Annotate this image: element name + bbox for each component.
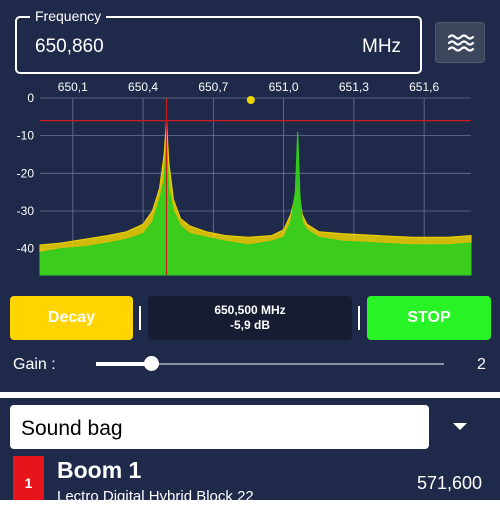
y-tick-label: -30 — [17, 204, 35, 218]
divider — [139, 306, 141, 330]
spectrum-chart[interactable]: 650,1 650,4 650,7 651,0 651,3 651,6 0 -10 -20 -3… — [0, 78, 500, 283]
readout-frequency: 650,500 MHz — [214, 303, 286, 317]
x-tick-label: 651,3 — [339, 80, 369, 94]
divider — [358, 306, 360, 330]
sound-bag-selected: Sound bag — [21, 417, 123, 440]
gain-value: 2 — [477, 356, 486, 373]
x-tick-label: 650,1 — [58, 80, 88, 94]
gain-slider-thumb[interactable] — [144, 356, 160, 371]
stop-button[interactable]: STOP — [367, 296, 491, 340]
gain-label: Gain : — [13, 356, 56, 373]
decay-button[interactable]: Decay — [10, 296, 133, 340]
waves-icon — [447, 34, 475, 52]
y-tick-label: 0 — [27, 91, 34, 105]
x-tick-label: 651,0 — [269, 80, 299, 94]
item-title[interactable]: Boom 1 — [57, 457, 142, 483]
gain-slider-track[interactable] — [96, 363, 444, 365]
frequency-unit: MHz — [362, 36, 402, 57]
spectrum-series — [39, 131, 472, 276]
x-tick-label: 650,4 — [128, 80, 158, 94]
item-number-badge: 1 — [13, 456, 44, 500]
gain-slider-fill — [96, 362, 152, 366]
frequency-legend: Frequency — [30, 8, 107, 24]
waves-button[interactable] — [435, 22, 485, 63]
sound-bag-select[interactable]: Sound bag — [10, 405, 429, 449]
frequency-field[interactable] — [15, 16, 422, 74]
item-frequency: 571,600 — [417, 473, 483, 493]
item-subtitle: Lectro Digital Hybrid Block 22 — [57, 488, 254, 505]
peak-readout: 650,500 MHz -5,9 dB — [148, 296, 352, 340]
x-tick-label: 651,6 — [409, 80, 439, 94]
tuned-frequency-marker — [246, 96, 255, 104]
readout-level: -5,9 dB — [229, 318, 270, 332]
frequency-value[interactable]: 650,860 — [35, 36, 104, 57]
y-tick-label: -20 — [17, 166, 35, 180]
y-tick-label: -10 — [17, 129, 35, 143]
x-tick-label: 650,7 — [198, 80, 228, 94]
y-tick-label: -40 — [17, 242, 35, 256]
chevron-down-icon[interactable] — [453, 423, 467, 430]
